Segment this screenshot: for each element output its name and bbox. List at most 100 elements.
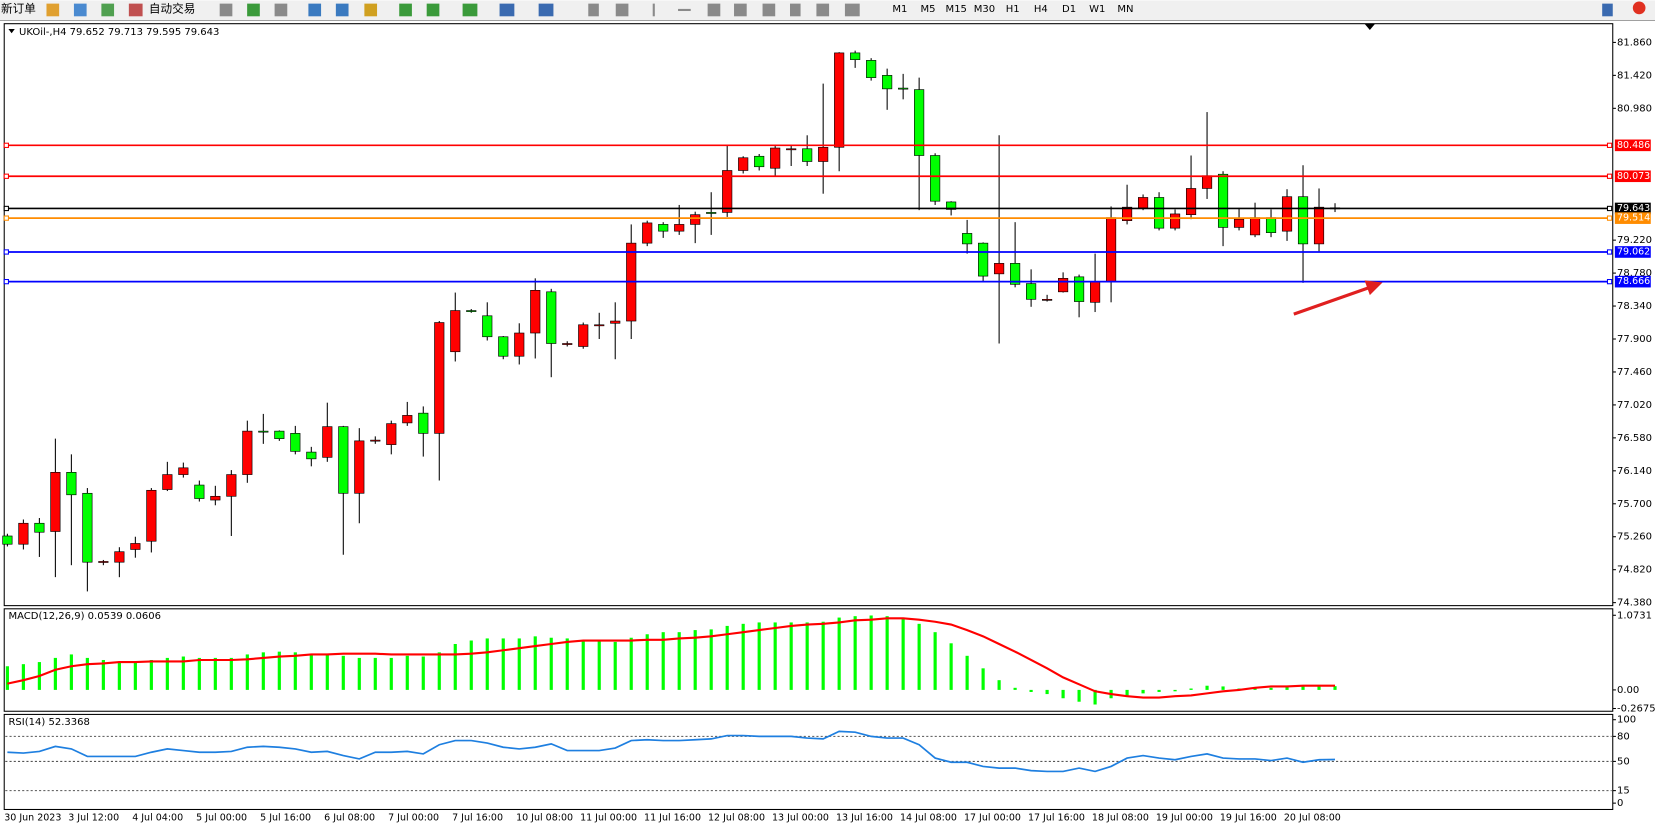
macd-bar: [261, 652, 265, 690]
candle-body: [930, 155, 941, 202]
candle-body: [562, 343, 573, 345]
macd-bar: [309, 654, 313, 690]
macd-bar: [229, 657, 233, 690]
candle-body: [898, 87, 909, 90]
candle-body: [578, 324, 589, 347]
timeframe-button[interactable]: MN: [1117, 4, 1133, 15]
level-handle: [1606, 142, 1613, 148]
candle-body: [162, 474, 173, 490]
candle-body: [1249, 217, 1261, 236]
macd-bar: [1317, 686, 1321, 690]
level-handle: [3, 173, 9, 179]
y-tick-label: 74.380: [1617, 598, 1652, 609]
macd-bar: [549, 637, 553, 690]
candle-body: [1090, 281, 1101, 303]
level-label: 80.486: [1617, 140, 1650, 151]
macd-bar: [709, 629, 713, 690]
toolbar-button[interactable]: 自动交易: [149, 1, 195, 15]
y-tick-label: 77.900: [1617, 334, 1652, 345]
toolbar-button[interactable]: 新订单: [1, 1, 36, 15]
level-handle: [1606, 215, 1613, 221]
x-tick-label: 30 Jun 2023: [4, 812, 61, 823]
signal-line: [7, 617, 1336, 699]
level-label-box: [1614, 246, 1651, 258]
candle-body: [50, 472, 61, 532]
timeframe-button[interactable]: W1: [1089, 4, 1105, 15]
candle-body: [130, 543, 141, 550]
macd-bar: [1285, 686, 1289, 690]
y-tick-label: 1.0731: [1617, 610, 1652, 621]
candle-body: [226, 474, 237, 497]
candle-body: [770, 147, 781, 169]
candle-body: [834, 52, 845, 148]
candle-body: [882, 75, 893, 90]
candle-body: [1185, 188, 1197, 215]
rsi-title: RSI(14) 52.3368: [8, 717, 89, 728]
candle-body: [482, 315, 493, 338]
candle-body: [802, 148, 813, 162]
timeframe-button[interactable]: D1: [1062, 4, 1076, 15]
macd-bar: [853, 616, 857, 690]
timeframe-button[interactable]: M5: [921, 4, 936, 15]
price-panel: [3, 23, 1614, 607]
x-tick-label: 13 Jul 00:00: [772, 812, 829, 823]
macd-bar: [901, 617, 905, 690]
x-tick-label: 12 Jul 08:00: [708, 812, 765, 823]
candle-body: [306, 451, 317, 460]
candle-body: [530, 290, 541, 334]
macd-bar: [373, 657, 377, 690]
macd-bar: [501, 638, 505, 690]
candle-body: [386, 423, 397, 445]
candle-body: [1106, 217, 1117, 282]
macd-bar: [1221, 686, 1225, 690]
x-tick-label: 19 Jul 00:00: [1156, 812, 1213, 823]
timeframe-button[interactable]: H4: [1034, 4, 1048, 15]
candle-body: [98, 561, 109, 563]
macd-bar: [1141, 689, 1145, 694]
candle-body: [994, 263, 1005, 275]
timeframe-button[interactable]: H1: [1006, 4, 1020, 15]
candle-body: [1138, 197, 1149, 209]
macd-bar: [789, 622, 793, 690]
level-label: 79.514: [1617, 213, 1650, 224]
macd-bar: [165, 657, 169, 690]
macd-bar: [357, 657, 361, 690]
candle-body: [610, 320, 621, 324]
macd-bar: [805, 622, 809, 690]
macd-title: MACD(12,26,9) 0.0539 0.0606: [8, 611, 161, 622]
x-tick-label: 11 Jul 16:00: [644, 812, 701, 823]
timeframe-button[interactable]: M15: [946, 4, 967, 15]
candle-body: [434, 322, 445, 434]
candle-body: [754, 155, 765, 168]
timeframe-button[interactable]: M30: [974, 4, 995, 15]
x-tick-label: 17 Jul 00:00: [964, 812, 1021, 823]
macd-bar: [389, 657, 393, 690]
candle-body: [1122, 206, 1133, 221]
macd-bar: [1125, 689, 1129, 696]
macd-bar: [581, 640, 585, 690]
macd-bar: [85, 657, 89, 690]
y-tick-label: 0: [1617, 798, 1623, 809]
level-label-box: [1614, 170, 1651, 183]
macd-bar: [677, 632, 681, 690]
level-handle: [3, 215, 9, 221]
candle-body: [1042, 298, 1053, 301]
macd-bar: [1077, 689, 1081, 702]
candle-body: [1297, 196, 1309, 245]
x-tick-label: 6 Jul 08:00: [324, 812, 375, 823]
timeframe-button[interactable]: M1: [892, 4, 907, 15]
candle-body: [914, 89, 925, 156]
y-tick-label: 50: [1617, 756, 1630, 767]
candle-body: [402, 415, 413, 424]
x-tick-label: 7 Jul 16:00: [452, 812, 503, 823]
y-tick-label: -0.2675: [1617, 704, 1655, 715]
level-label: 78.666: [1617, 276, 1650, 287]
macd-bar: [421, 656, 425, 690]
candle-body: [1074, 276, 1085, 302]
candle-body: [546, 291, 557, 344]
macd-bar: [949, 643, 953, 690]
macd-bar: [341, 655, 345, 690]
candle-body: [2, 535, 13, 545]
